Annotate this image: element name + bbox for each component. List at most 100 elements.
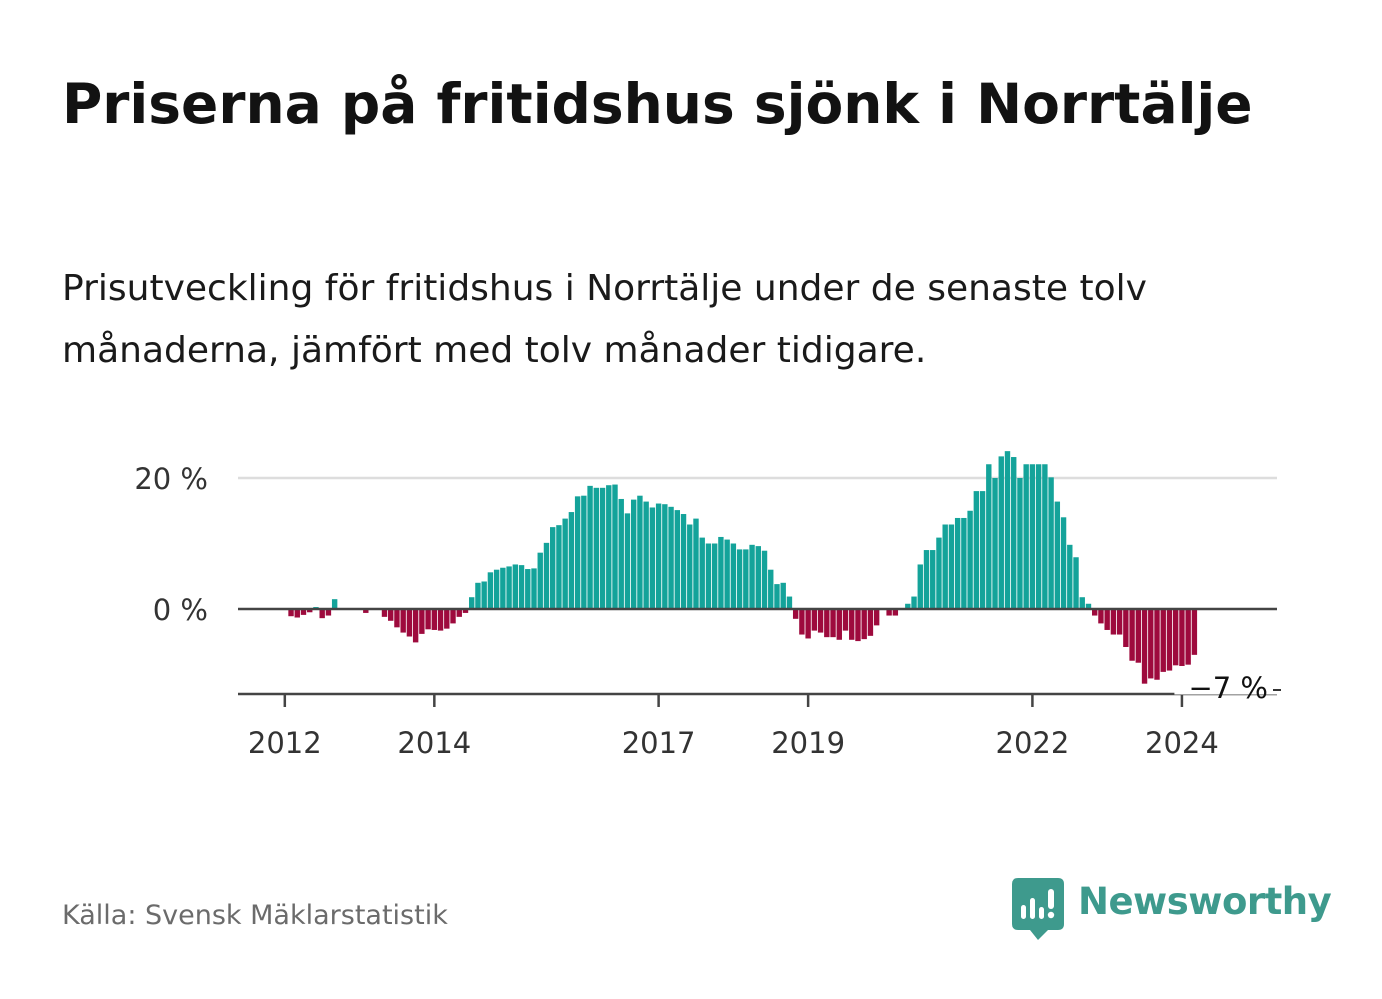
source-note: Källa: Svensk Mäklarstatistik	[62, 900, 448, 931]
bar	[462, 609, 469, 613]
newsworthy-brand[interactable]: Newsworthy	[1012, 878, 1332, 940]
bar	[574, 496, 581, 609]
bar	[1035, 464, 1042, 609]
bar	[699, 537, 705, 609]
bar	[774, 584, 780, 609]
bar	[1110, 609, 1117, 635]
bar	[942, 524, 948, 609]
bar	[537, 552, 543, 609]
bar	[873, 609, 880, 626]
bar	[1011, 457, 1017, 609]
bar	[487, 572, 494, 609]
y-tick-label: 0 %	[153, 593, 208, 627]
bar	[1141, 609, 1148, 684]
bar	[363, 609, 369, 613]
bar	[892, 609, 899, 616]
bar	[1023, 464, 1029, 609]
bar	[325, 609, 332, 616]
bar	[1098, 609, 1104, 624]
x-tick-label: 2014	[397, 726, 471, 760]
bar	[419, 609, 425, 634]
bar	[811, 609, 818, 631]
bar	[469, 597, 475, 609]
bar	[705, 543, 712, 609]
y-axis-ticks: 0 % 20 %	[134, 462, 208, 627]
bar	[450, 609, 456, 624]
bar	[693, 518, 699, 609]
bar	[1191, 609, 1198, 655]
bar	[718, 536, 724, 609]
newsworthy-logo-icon	[1012, 878, 1064, 940]
x-axis-ticks: 2012 2014 2017 2019 2022 2024	[248, 694, 1219, 760]
bar	[668, 506, 674, 609]
bar	[1079, 597, 1085, 609]
bar	[531, 568, 537, 609]
bar	[1173, 609, 1179, 666]
bar	[1129, 609, 1135, 661]
bar	[568, 512, 575, 609]
bar	[948, 524, 955, 609]
bar	[593, 487, 600, 609]
bar	[412, 609, 419, 643]
bar	[425, 609, 431, 630]
bar	[805, 609, 811, 639]
bar	[388, 609, 394, 621]
bar	[475, 582, 481, 609]
y-tick-label: 20 %	[134, 462, 208, 496]
bar	[612, 484, 618, 609]
bar	[437, 609, 444, 631]
bar	[855, 609, 861, 642]
bar	[749, 544, 755, 609]
bar	[973, 491, 980, 609]
bar	[1054, 501, 1061, 609]
bar	[1004, 451, 1011, 609]
bar	[687, 524, 693, 609]
bar	[954, 517, 961, 610]
bar	[500, 567, 506, 610]
bar	[630, 499, 637, 609]
bar	[830, 609, 836, 638]
bar	[680, 514, 687, 609]
bar	[911, 596, 917, 609]
bar	[1154, 609, 1160, 680]
bar	[930, 550, 936, 609]
bar	[1104, 609, 1110, 630]
bar	[861, 609, 867, 640]
bar	[824, 609, 830, 638]
bar	[1123, 609, 1129, 647]
x-tick-label: 2022	[996, 726, 1070, 760]
bar	[637, 495, 643, 609]
bar	[431, 609, 438, 630]
bar	[799, 609, 805, 635]
bar-series	[288, 451, 1198, 684]
bar	[674, 510, 680, 610]
bar	[331, 599, 338, 609]
bar	[394, 609, 400, 628]
chart-subtitle: Prisutveckling för fritidshus i Norrtälj…	[62, 268, 1147, 371]
bar	[761, 550, 768, 610]
bar	[662, 504, 668, 609]
bar	[1148, 609, 1154, 679]
bar	[1017, 478, 1023, 609]
bar	[1085, 603, 1092, 609]
bar	[512, 564, 519, 609]
bar	[1067, 544, 1073, 609]
bar	[300, 609, 307, 615]
bar	[618, 498, 624, 609]
bar	[1135, 609, 1142, 663]
bar	[1116, 609, 1123, 635]
x-tick-label: 2019	[771, 726, 845, 760]
bar	[1029, 464, 1036, 609]
bar	[817, 609, 824, 633]
bar	[992, 478, 998, 609]
bar	[755, 546, 761, 609]
bar	[481, 581, 487, 609]
bar	[1048, 477, 1054, 610]
bar	[606, 485, 612, 609]
bar	[543, 542, 550, 610]
bar	[444, 609, 450, 629]
bar	[1166, 609, 1173, 671]
brand-name: Newsworthy	[1078, 880, 1332, 923]
bar	[711, 543, 718, 609]
